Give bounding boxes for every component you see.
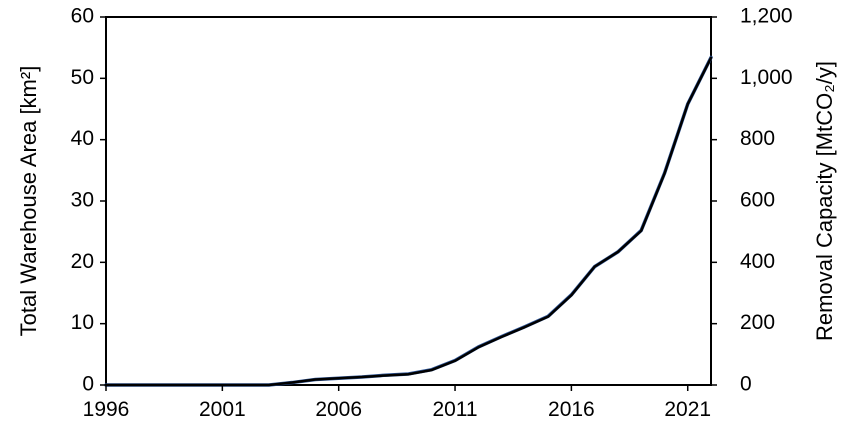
y-axis-title-right: Removal Capacity [MtCO₂/y] (812, 61, 837, 341)
y-tick-label-right: 400 (740, 250, 775, 273)
y-tick-label-left: 50 (71, 66, 94, 89)
y-tick-label-left: 30 (71, 189, 94, 212)
y-tick-label-left: 60 (71, 5, 94, 28)
x-tick-label: 2016 (548, 398, 595, 421)
series-line-warehouse-area (104, 55, 713, 387)
x-tick-label: 1996 (83, 398, 130, 421)
y-tick-label-left: 10 (71, 311, 94, 334)
y-tick-label-right: 0 (740, 373, 752, 396)
plot-frame (105, 16, 712, 386)
y-tick-label-right: 1,000 (740, 66, 793, 89)
y-tick-label-right: 200 (740, 311, 775, 334)
y-tick-label-left: 20 (71, 250, 94, 273)
x-tick-label: 2011 (432, 398, 477, 421)
x-tick-label: 2006 (315, 398, 362, 421)
x-tick-label: 2001 (199, 398, 246, 421)
y-tick-label-left: 0 (82, 373, 94, 396)
y-tick-label-right: 800 (740, 127, 775, 150)
y-tick-label-left: 40 (71, 127, 94, 150)
y-tick-label-right: 1,200 (740, 5, 793, 28)
y-tick-label-right: 600 (740, 189, 775, 212)
x-tick-label: 2021 (664, 398, 711, 421)
y-axis-title-left: Total Warehouse Area [km²] (16, 66, 41, 337)
series-line-removal-capacity (104, 56, 713, 387)
